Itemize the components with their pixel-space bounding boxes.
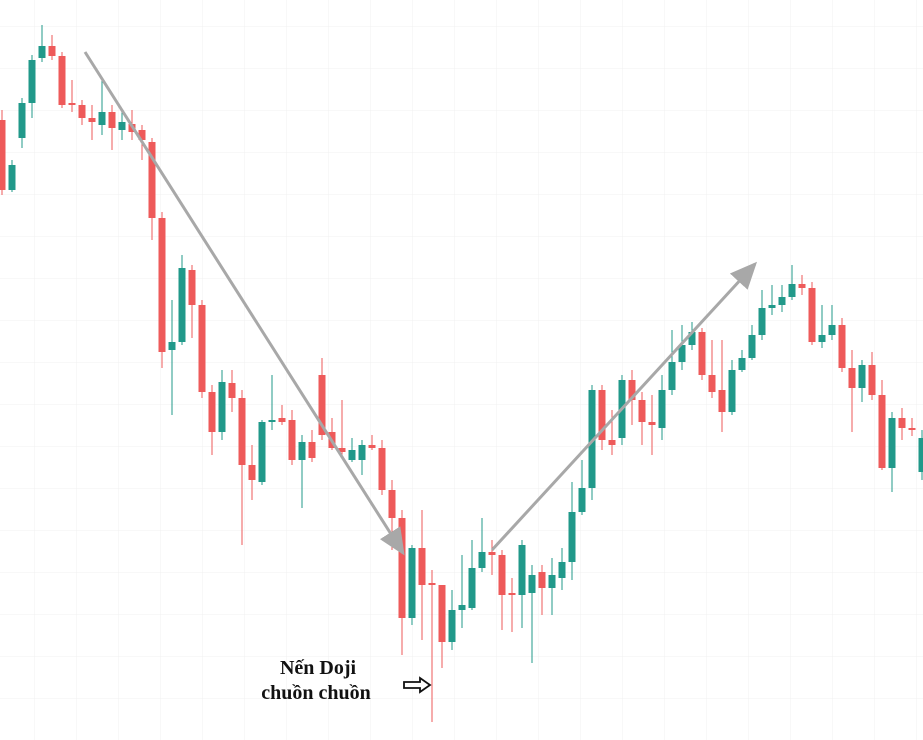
annotation: Nến Doji (280, 657, 357, 679)
candle-body (48, 46, 56, 56)
candle-body (158, 218, 166, 352)
candle-body (378, 448, 386, 490)
candle-body (258, 422, 266, 482)
candle-body (738, 358, 746, 370)
candle-body (268, 420, 276, 422)
pointer-arrow (403, 676, 432, 694)
candle-body (568, 512, 576, 562)
candle-body (858, 365, 866, 388)
candle-body (818, 335, 826, 342)
candle-body (678, 345, 686, 362)
candle-body (598, 390, 606, 440)
candle-body (498, 555, 506, 595)
candle-body (198, 305, 206, 392)
candle-body (18, 103, 26, 138)
candle-body (398, 518, 406, 618)
candle-body (688, 332, 696, 345)
candle-body (528, 575, 536, 593)
candle-body (148, 142, 156, 218)
candle-body (448, 610, 456, 642)
candle-body (208, 392, 216, 432)
candle-body (558, 562, 566, 578)
candle-body (8, 165, 16, 190)
candle-body (508, 593, 516, 595)
candles (0, 25, 923, 722)
candle-body (338, 448, 346, 452)
candle-body (78, 105, 86, 118)
candle-body (58, 56, 66, 105)
candle-body (778, 297, 786, 305)
candle-body (428, 583, 436, 585)
candle-body (828, 325, 836, 335)
candle-body (308, 442, 316, 458)
candle-body (668, 362, 676, 390)
candle-body (108, 112, 116, 128)
candle-body (898, 418, 906, 428)
candle-body (178, 268, 186, 342)
candle-body (908, 428, 916, 430)
candle-body (728, 370, 736, 412)
candle-body (468, 568, 476, 608)
trend-arrow-up (490, 261, 758, 552)
candle-body (38, 46, 46, 58)
candle-body (578, 488, 586, 512)
candle-body (538, 572, 546, 588)
candle-body (708, 375, 716, 392)
candle-body (98, 112, 106, 125)
candle-body (188, 270, 196, 305)
candle-body (758, 308, 766, 335)
candle-body (808, 288, 816, 342)
candle-body (348, 450, 356, 460)
candle-body (458, 605, 466, 610)
candle-body (288, 420, 296, 460)
candle-body (878, 395, 886, 468)
candle-body (408, 548, 416, 618)
candle-body (588, 390, 596, 488)
candle-body (358, 445, 366, 460)
candle-body (768, 305, 776, 308)
candle-body (918, 438, 923, 472)
candle-body (658, 390, 666, 428)
candle-body (478, 552, 486, 568)
candle-body (138, 130, 146, 140)
candle-body (518, 545, 526, 595)
candle-body (28, 60, 36, 103)
candle-body (698, 332, 706, 375)
candle-body (368, 445, 376, 448)
candle-body (488, 552, 496, 555)
candle-body (718, 390, 726, 412)
annotation: chuồn chuồn (261, 682, 371, 704)
candle-body (418, 548, 426, 585)
candle-body (838, 325, 846, 368)
candle-body (278, 418, 286, 422)
trend-arrow-down (83, 51, 405, 556)
candle-body (848, 368, 856, 388)
candle-body (168, 342, 176, 350)
candle-body (608, 440, 616, 445)
candle-body (438, 585, 446, 642)
candle-body (0, 120, 6, 190)
candle-body (228, 383, 236, 398)
candle-body (888, 418, 896, 468)
candle-body (788, 284, 796, 297)
candle-body (798, 284, 806, 288)
candle-body (318, 375, 326, 435)
candle-body (248, 465, 256, 480)
candle-body (238, 398, 246, 465)
candle-body (548, 575, 556, 588)
candle-body (388, 490, 396, 518)
candle-body (638, 400, 646, 422)
candle-body (298, 442, 306, 460)
candle-body (868, 365, 876, 395)
candle-body (68, 103, 76, 105)
candle-body (628, 380, 636, 400)
candle-body (118, 122, 126, 130)
candle-body (648, 422, 656, 425)
candle-body (218, 382, 226, 432)
candle-body (748, 335, 756, 358)
candle-body (88, 118, 96, 122)
